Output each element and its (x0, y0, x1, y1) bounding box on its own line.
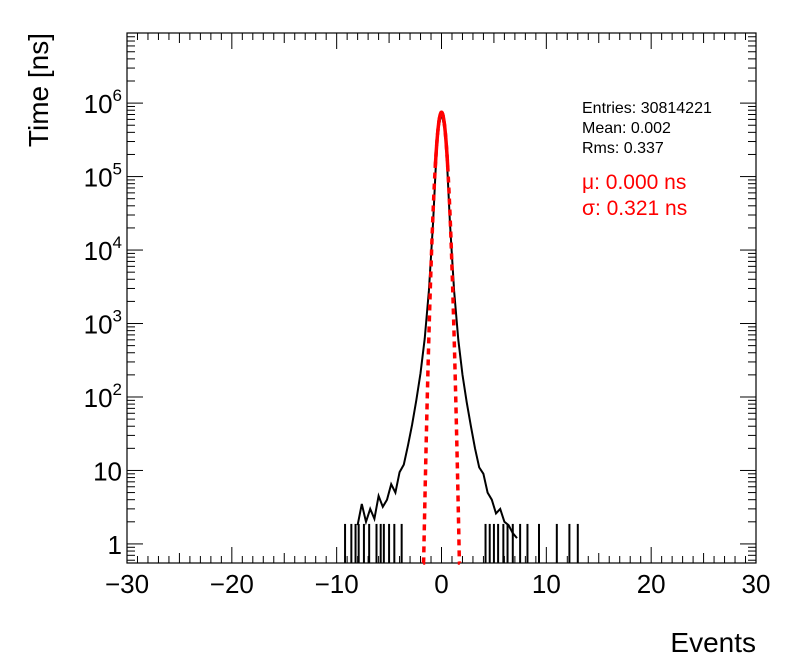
x-tick-label: 20 (637, 569, 666, 599)
tick-labels: −30 −20 −10 0 10 20 30 1 10 102 103 104 105 106 (84, 86, 771, 599)
fit-sigma: σ: 0.321 ns (582, 197, 687, 220)
stats-entries: Entries: 30814221 (582, 100, 712, 117)
fit-mu: μ: 0.000 ns (582, 171, 686, 194)
histogram-spikes (344, 523, 579, 563)
x-tick-label: 30 (742, 569, 771, 599)
fit-curve-solid (433, 110, 450, 169)
stats-rms: Rms: 0.337 (582, 140, 664, 157)
x-tick-label: −10 (315, 569, 359, 599)
x-tick-label: −30 (105, 569, 149, 599)
y-tick-label: 105 (84, 160, 122, 193)
y-tick-label: 103 (84, 307, 122, 340)
histogram-line (356, 112, 518, 539)
y-tick-label: 10 (93, 456, 122, 486)
fit-curve-dashed (421, 110, 462, 565)
y-tick-label: 104 (84, 233, 122, 266)
y-axis-title: Time [ns] (23, 33, 54, 147)
x-tick-label: −20 (210, 569, 254, 599)
x-tick-label: 0 (434, 569, 448, 599)
ticks (126, 32, 757, 563)
y-tick-label: 102 (84, 380, 122, 413)
stats-mean: Mean: 0.002 (582, 120, 671, 137)
y-tick-label: 106 (84, 86, 122, 119)
x-axis-title: Events (670, 627, 756, 658)
x-tick-label: 10 (532, 569, 561, 599)
y-tick-label: 1 (108, 530, 122, 560)
